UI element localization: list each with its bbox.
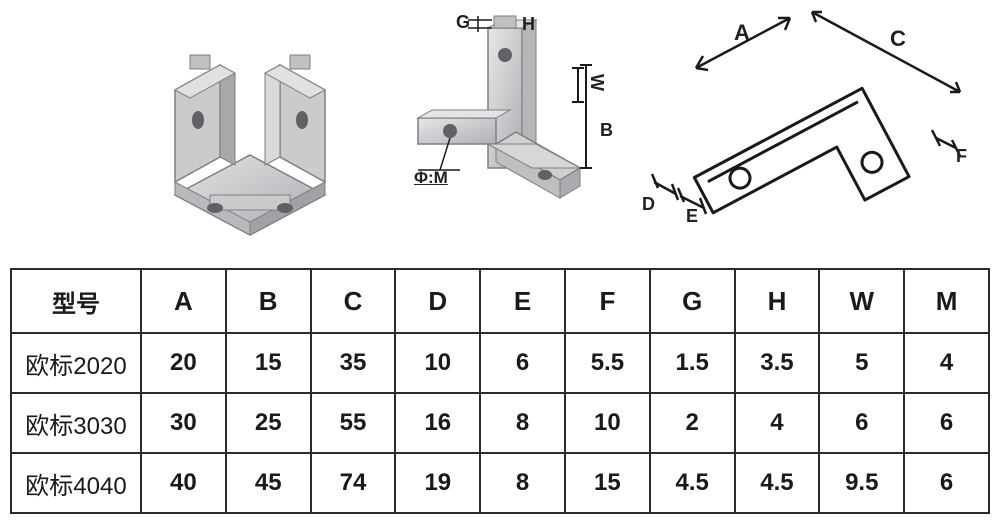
col-C: C xyxy=(311,269,396,333)
table-cell: 16 xyxy=(395,393,480,453)
table-cell: 9.5 xyxy=(819,453,904,513)
table-cell: 6 xyxy=(819,393,904,453)
label-H: H xyxy=(522,14,535,35)
label-E: E xyxy=(686,206,698,227)
table-cell: 6 xyxy=(480,333,565,393)
table-row: 欧标4040404574198154.54.59.56 xyxy=(11,453,989,513)
label-B: B xyxy=(600,120,613,141)
col-E: E xyxy=(480,269,565,333)
table-row: 欧标3030302555168102466 xyxy=(11,393,989,453)
table-cell: 1.5 xyxy=(650,333,735,393)
label-D: D xyxy=(642,194,655,215)
table-cell: 10 xyxy=(395,333,480,393)
label-A: A xyxy=(734,20,750,46)
label-F: F xyxy=(956,146,967,167)
table-cell: 10 xyxy=(565,393,650,453)
label-W: W xyxy=(586,74,607,91)
table-cell: 欧标3030 xyxy=(11,393,141,453)
diagram-outline: A C F E D xyxy=(640,10,980,240)
table-cell: 4.5 xyxy=(735,453,820,513)
table-body: 欧标20202015351065.51.53.554欧标303030255516… xyxy=(11,333,989,513)
table-cell: 2 xyxy=(650,393,735,453)
table-cell: 欧标4040 xyxy=(11,453,141,513)
table-cell: 5.5 xyxy=(565,333,650,393)
col-A: A xyxy=(141,269,226,333)
table-cell: 欧标2020 xyxy=(11,333,141,393)
table-cell: 55 xyxy=(311,393,396,453)
table-cell: 15 xyxy=(226,333,311,393)
table-cell: 40 xyxy=(141,453,226,513)
table-cell: 4 xyxy=(735,393,820,453)
table-cell: 6 xyxy=(904,453,989,513)
table-row: 欧标20202015351065.51.53.554 xyxy=(11,333,989,393)
diagram-isometric xyxy=(135,10,365,240)
col-H: H xyxy=(735,269,820,333)
table-cell: 4.5 xyxy=(650,453,735,513)
table-cell: 45 xyxy=(226,453,311,513)
table-cell: 5 xyxy=(819,333,904,393)
table-cell: 35 xyxy=(311,333,396,393)
table-cell: 20 xyxy=(141,333,226,393)
label-G: G xyxy=(456,12,470,33)
table-cell: 3.5 xyxy=(735,333,820,393)
diagram-front: G H W B Φ:M xyxy=(410,10,640,240)
table-header-row: 型号 A B C D E F G H W M xyxy=(11,269,989,333)
col-B: B xyxy=(226,269,311,333)
table-cell: 15 xyxy=(565,453,650,513)
table-cell: 19 xyxy=(395,453,480,513)
label-C: C xyxy=(890,26,906,52)
diagram-row: G H W B Φ:M xyxy=(0,10,1000,240)
spec-table: 型号 A B C D E F G H W M 欧标20202015351065.… xyxy=(10,268,990,514)
col-M: M xyxy=(904,269,989,333)
table-cell: 8 xyxy=(480,393,565,453)
table-cell: 4 xyxy=(904,333,989,393)
label-PhiM: Φ:M xyxy=(414,168,448,188)
col-F: F xyxy=(565,269,650,333)
col-W: W xyxy=(819,269,904,333)
col-model: 型号 xyxy=(11,269,141,333)
table-cell: 25 xyxy=(226,393,311,453)
table-cell: 6 xyxy=(904,393,989,453)
table-cell: 8 xyxy=(480,453,565,513)
table-cell: 74 xyxy=(311,453,396,513)
table-cell: 30 xyxy=(141,393,226,453)
col-G: G xyxy=(650,269,735,333)
col-D: D xyxy=(395,269,480,333)
